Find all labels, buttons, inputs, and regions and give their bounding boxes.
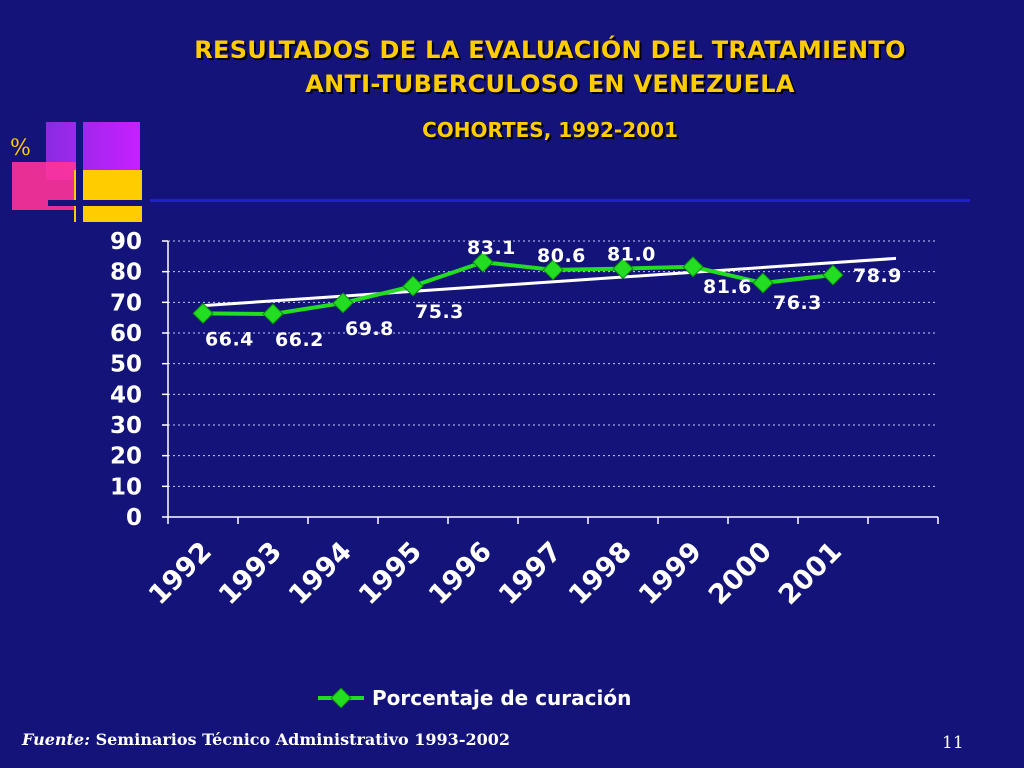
data-point (612, 257, 634, 280)
x-tick-label: 2001 (773, 536, 848, 611)
data-label: 83.1 (467, 237, 516, 259)
title-separator (150, 199, 970, 202)
x-tick-label: 1997 (493, 536, 568, 611)
data-point (192, 302, 214, 324)
data-label: 66.4 (205, 328, 254, 350)
x-tick-label: 1992 (143, 536, 218, 611)
data-label: 78.9 (853, 265, 902, 287)
source-note: Fuente: Seminarios Técnico Administrativ… (22, 730, 510, 749)
y-tick-label: 20 (110, 444, 142, 470)
decorative-logo: % (10, 120, 147, 225)
data-point (542, 259, 564, 281)
x-tick-label: 2000 (703, 536, 778, 611)
data-point (332, 292, 354, 314)
logo-vertical-bar (76, 120, 83, 225)
source-label: Fuente: (22, 730, 90, 749)
data-label: 81.0 (607, 244, 656, 266)
data-point (822, 264, 844, 286)
data-label: 75.3 (415, 301, 464, 323)
legend-label: Porcentaje de curación (372, 686, 632, 710)
slide-title-line2: ANTI-TUBERCULOSO EN VENEZUELA (305, 70, 795, 98)
x-tick-label: 1993 (213, 536, 288, 611)
y-tick-label: 10 (110, 474, 142, 500)
logo-horizontal-bar (48, 200, 147, 206)
trendline (202, 256, 897, 308)
y-tick-label: 80 (110, 260, 142, 286)
percent-sign: % (10, 136, 31, 161)
page-number: 11 (942, 733, 964, 753)
x-tick-label: 1994 (283, 536, 358, 611)
x-tick-label: 1996 (423, 536, 498, 611)
data-point (402, 275, 424, 297)
data-point (262, 303, 284, 325)
y-tick-label: 40 (110, 382, 142, 408)
data-point (472, 251, 494, 273)
slide-title-line1: RESULTADOS DE LA EVALUACIÓN DEL TRATAMIE… (194, 36, 906, 64)
data-label: 66.2 (275, 329, 324, 351)
data-label: 76.3 (773, 292, 822, 314)
y-tick-label: 50 (110, 352, 142, 378)
data-label: 81.6 (703, 276, 752, 298)
y-tick-label: 90 (110, 229, 142, 255)
y-tick-label: 30 (110, 413, 142, 439)
y-tick-label: 60 (110, 321, 142, 347)
data-point (752, 272, 774, 294)
slide-subtitle: COHORTES, 1992-2001 (422, 118, 678, 142)
series-line (202, 260, 834, 316)
x-tick-label: 1998 (563, 536, 638, 611)
source-text: Seminarios Técnico Administrativo 1993-2… (90, 730, 510, 749)
data-point (682, 256, 704, 278)
data-label: 80.6 (537, 245, 586, 267)
x-tick-label: 1995 (353, 536, 428, 611)
y-tick-label: 0 (126, 505, 142, 531)
legend-swatch (318, 688, 364, 708)
y-tick-label: 70 (110, 290, 142, 316)
x-tick-label: 1999 (633, 536, 708, 611)
legend: Porcentaje de curación (318, 686, 631, 710)
yellow-block (74, 170, 142, 222)
data-label: 69.8 (345, 318, 394, 340)
